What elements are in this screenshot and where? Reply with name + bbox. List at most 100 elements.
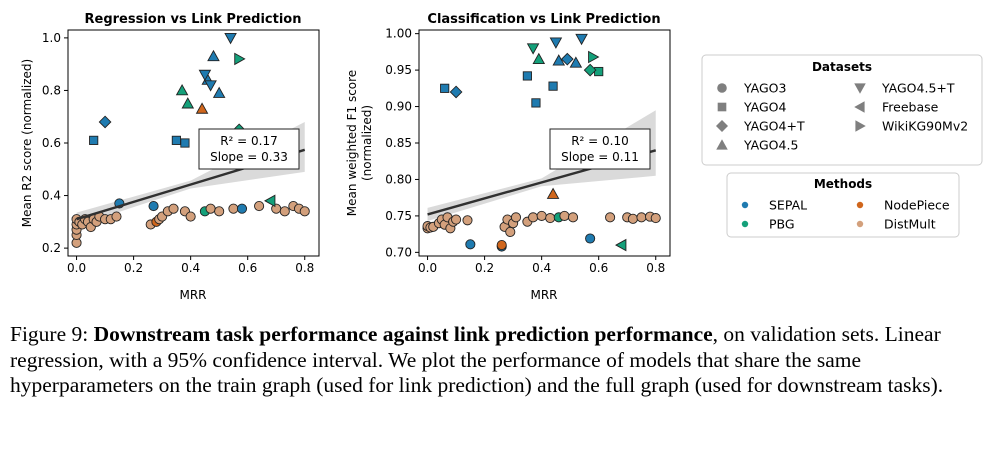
- legend-marker-yago4+t: [716, 120, 728, 132]
- legend-marker-wikikg90mv2: [855, 120, 866, 132]
- data-point-pbg-53: [234, 52, 246, 66]
- y-tick-label: 0.80: [385, 172, 412, 186]
- data-point-pbg-42: [532, 52, 546, 65]
- data-point-pbg-38: [594, 66, 604, 77]
- data-point-sepal-51: [224, 33, 237, 45]
- data-point-pbg-46: [526, 43, 540, 55]
- caption-rest: , on validation sets. Linear regression,…: [10, 322, 944, 397]
- data-point-distmult-25: [559, 210, 570, 221]
- data-point-sepal-48: [212, 86, 226, 98]
- data-point-pbg-40: [583, 63, 597, 77]
- data-point-distmult-10: [451, 214, 462, 225]
- legend-box: [701, 54, 983, 166]
- data-point-pbg-44: [181, 97, 195, 109]
- data-point-sepal-37: [89, 135, 99, 145]
- data-point-sepal-18: [148, 201, 159, 212]
- classification-chart: Classification vs Link Prediction Mean w…: [345, 12, 671, 302]
- legend-label: YAGO3: [743, 81, 786, 96]
- data-point-distmult-22: [536, 210, 547, 221]
- y-axis-label-line2: (normalized): [360, 105, 374, 181]
- data-point-sepal-36: [531, 98, 541, 108]
- y-axis-label-line1: Mean weighted F1 score: [345, 70, 359, 216]
- x-axis-label: MRR: [179, 288, 206, 302]
- data-point-distmult-33: [279, 206, 290, 217]
- legend-label: YAGO4.5+T: [881, 81, 955, 96]
- y-tick-label: 1.00: [385, 27, 412, 41]
- r-squared-label: R² = 0.10: [571, 134, 629, 148]
- data-point-distmult-23: [545, 213, 556, 224]
- x-tick-label: 0.6: [238, 261, 257, 275]
- data-point-nodepiece-14: [496, 240, 507, 251]
- data-point-pbg-50: [588, 50, 600, 64]
- legend-label: PBG: [769, 217, 795, 232]
- y-tick-label: 0.70: [385, 245, 412, 259]
- data-point-distmult-11: [462, 215, 473, 226]
- data-point-distmult-28: [214, 206, 225, 217]
- data-point-sepal-35: [522, 71, 532, 81]
- legend-title: Methods: [814, 177, 872, 191]
- chart-title: Regression vs Link Prediction: [85, 12, 302, 27]
- data-point-sepal-41: [560, 52, 574, 66]
- data-point-sepal-50: [204, 80, 217, 92]
- data-point-sepal-39: [449, 85, 463, 99]
- y-tick-label: 1.0: [42, 31, 61, 45]
- data-point-distmult-15: [111, 211, 122, 222]
- legend-marker-freebase: [854, 101, 865, 113]
- data-point-distmult-31: [636, 212, 647, 223]
- x-tick-label: 0.0: [67, 261, 86, 275]
- confidence-band: [76, 121, 305, 226]
- data-point-distmult-33: [650, 213, 661, 224]
- x-tick-label: 0.8: [295, 261, 314, 275]
- y-tick-label: 0.75: [385, 209, 412, 223]
- legend-methods: Methods SEPAL PBG NodePiece DistMult: [726, 172, 960, 238]
- legend-label: NodePiece: [884, 198, 950, 213]
- caption-bold: Downstream task performance against link…: [93, 322, 713, 346]
- data-point-nodepiece-45: [195, 102, 209, 114]
- data-point-sepal-45: [569, 56, 583, 68]
- data-point-sepal-27: [585, 233, 596, 244]
- legend-marker-distmult: [856, 220, 864, 228]
- x-tick-label: 0.2: [475, 261, 494, 275]
- legend-label: YAGO4.5: [743, 138, 798, 153]
- data-point-pbg-52: [264, 194, 276, 208]
- data-point-distmult-23: [168, 203, 179, 214]
- data-point-sepal-47: [207, 49, 220, 62]
- data-point-nodepiece-43: [546, 187, 560, 199]
- data-point-distmult-30: [627, 213, 638, 224]
- legend-label: WikiKG90Mv2: [882, 119, 968, 134]
- data-point-distmult-28: [605, 212, 616, 223]
- legend-label: DistMult: [884, 217, 936, 232]
- data-point-sepal-49: [198, 69, 212, 82]
- legend-marker-yago4: [717, 102, 727, 112]
- legend-marker-yago3: [717, 83, 727, 93]
- x-tick-label: 0.6: [589, 261, 608, 275]
- figure-caption: Figure 9: Downstream task performance ag…: [10, 322, 990, 399]
- data-point-distmult-29: [228, 203, 239, 214]
- data-point-distmult-27: [205, 203, 216, 214]
- y-tick-label: 0.6: [42, 136, 61, 150]
- stats-box: [198, 128, 300, 170]
- legend-marker-yago4.5: [716, 139, 728, 150]
- data-point-pbg-49: [615, 238, 627, 252]
- legend-marker-yago4.5+t: [854, 83, 866, 94]
- data-point-distmult-21: [528, 212, 539, 223]
- legend-label: YAGO4: [743, 100, 787, 115]
- data-point-sepal-12: [465, 239, 476, 250]
- regression-chart: Regression vs Link Prediction Mean R2 sc…: [20, 12, 320, 302]
- y-tick-label: 0.90: [385, 100, 412, 114]
- legend-label: YAGO4+T: [743, 119, 805, 134]
- y-tick-label: 0.2: [42, 241, 61, 255]
- data-point-sepal-30: [236, 203, 248, 214]
- caption-label: Figure 9:: [10, 322, 89, 346]
- r-squared-label: R² = 0.17: [220, 134, 278, 148]
- legend-datasets: Datasets YAGO3 YAGO4 YAGO4+T YAGO4.5 YAGO4.5…: [701, 54, 983, 166]
- legend-marker-nodepiece: [856, 201, 864, 209]
- y-tick-label: 0.8: [42, 83, 61, 97]
- stats-box: [549, 128, 651, 170]
- legend-title: Datasets: [812, 60, 872, 74]
- data-point-sepal-48: [575, 33, 588, 46]
- legend-box: [726, 172, 960, 238]
- legend-label: Freebase: [882, 100, 939, 115]
- data-point-sepal-37: [548, 81, 558, 91]
- data-point-distmult-31: [254, 201, 265, 212]
